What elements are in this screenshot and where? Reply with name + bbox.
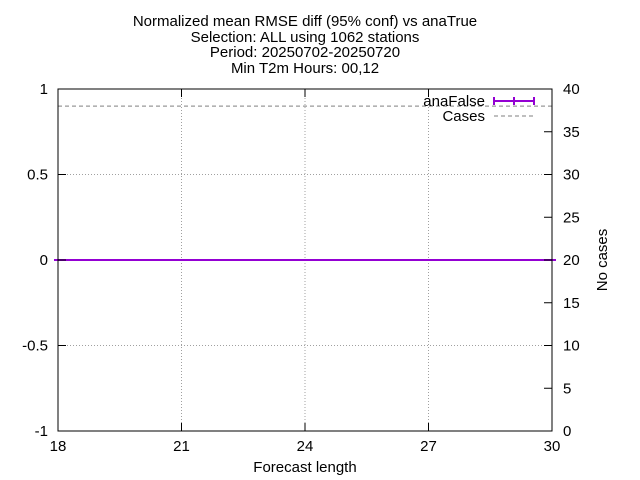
legend-swatch-anaFalse: [493, 97, 535, 105]
x-tick-label: 21: [173, 438, 190, 455]
legend: anaFalse Cases: [423, 93, 535, 125]
y2-tick-label: 20: [563, 252, 580, 269]
y-tick-label: -0.5: [22, 338, 48, 355]
y2-tick-label: 15: [563, 295, 580, 312]
title-line-3: Period: 20250702-20250720: [210, 44, 400, 61]
x-axis-label: Forecast length: [253, 459, 356, 476]
y-tick-label: 0.5: [27, 167, 48, 184]
x-tick-label: 18: [50, 438, 67, 455]
y2-tick-label: 5: [563, 380, 571, 397]
y-tick-label: -1: [35, 423, 48, 440]
y2-tick-label: 35: [563, 124, 580, 141]
y2-tick-label: 25: [563, 209, 580, 226]
x-tick-label: 24: [297, 438, 314, 455]
y2-axis-label: No cases: [594, 229, 611, 292]
legend-label-anaFalse: anaFalse: [423, 93, 485, 110]
y2-tick-label: 0: [563, 423, 571, 440]
x-tick-label: 27: [420, 438, 437, 455]
title-line-2: Selection: ALL using 1062 stations: [191, 29, 420, 46]
y-tick-label: 1: [40, 81, 48, 98]
title-line-4: Min T2m Hours: 00,12: [231, 60, 379, 77]
chart-title: Normalized mean RMSE diff (95% conf) vs …: [133, 13, 477, 77]
y-tick-label: 0: [40, 252, 48, 269]
legend-label-cases: Cases: [442, 108, 485, 125]
title-line-1: Normalized mean RMSE diff (95% conf) vs …: [133, 13, 477, 30]
y2-tick-label: 10: [563, 338, 580, 355]
y2-tick-label: 30: [563, 167, 580, 184]
x-tick-label: 30: [544, 438, 561, 455]
y2-tick-label: 40: [563, 81, 580, 98]
